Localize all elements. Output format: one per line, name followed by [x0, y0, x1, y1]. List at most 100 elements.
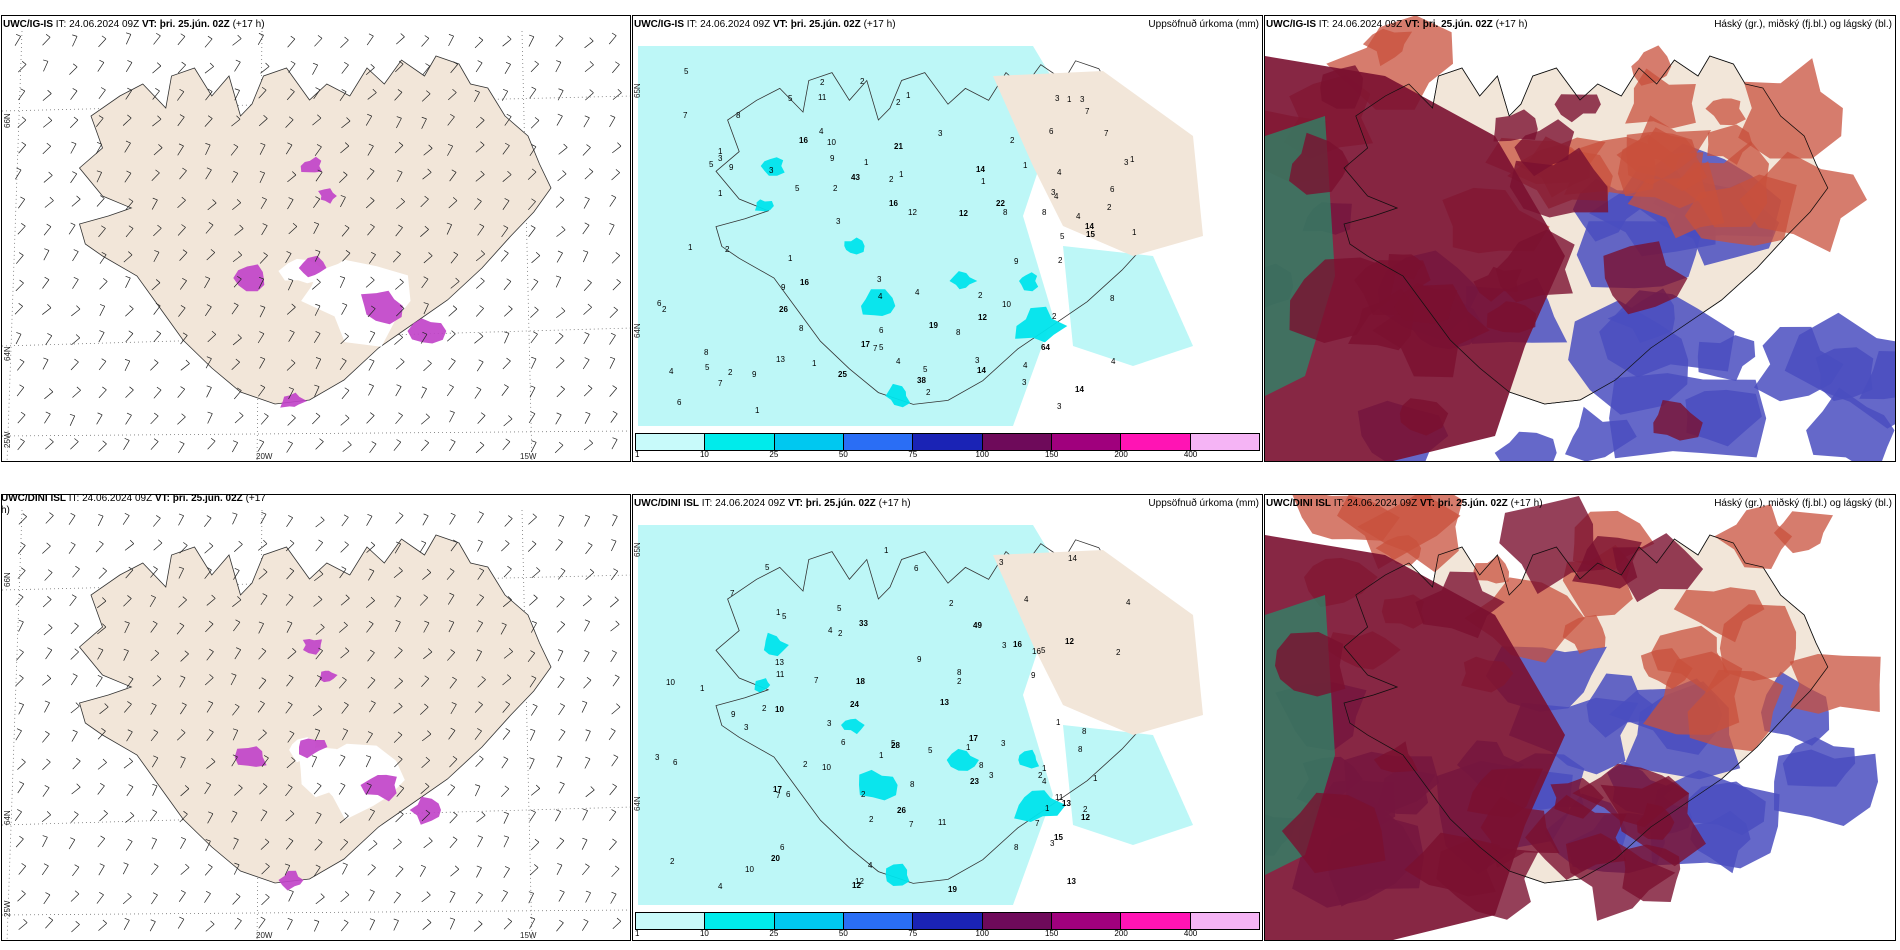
lat-label: 66N [3, 572, 12, 587]
colorbar-label: 100 [975, 450, 989, 459]
precip-value-high: 12 [959, 209, 968, 218]
precip-value: 1 [700, 684, 705, 693]
colorbar-swatch [843, 434, 914, 450]
panel-title: UWC/DINI ISL IT: 24.06.2024 09Z VT: þri.… [634, 498, 911, 509]
precip-value: 3 [827, 719, 832, 728]
precip-value: 3 [655, 753, 660, 762]
precip-map-panel-dini: UWC/DINI ISL IT: 24.06.2024 09Z VT: þri.… [632, 494, 1263, 941]
wind-map-panel-ig-is: UWC/IG-IS IT: 24.06.2024 09Z VT: þri. 25… [1, 15, 631, 462]
precip-value: 1 [688, 243, 693, 252]
colorbar-swatch [1190, 434, 1259, 450]
precip-value: 4 [1076, 212, 1081, 221]
colorbar-swatch [843, 913, 914, 929]
precip-value: 3 [1001, 739, 1006, 748]
colorbar-swatch [913, 913, 983, 929]
precip-value: 4 [1126, 598, 1131, 607]
precip-value-high: 38 [917, 376, 926, 385]
precip-value: 3 [1055, 94, 1060, 103]
precip-value: 2 [833, 184, 838, 193]
precip-value: 8 [1082, 727, 1087, 736]
precip-value: 11 [938, 818, 947, 827]
precip-value: 2 [762, 704, 767, 713]
precip-value: 2 [1010, 136, 1015, 145]
precip-value: 4 [915, 288, 920, 297]
precip-value: 5 [837, 604, 842, 613]
precip-value: 8 [1042, 208, 1047, 217]
cloud-map [1265, 16, 1895, 461]
colorbar-label: 400 [1183, 450, 1198, 459]
lat-label: 65N [633, 83, 642, 98]
precip-value: 1 [981, 177, 986, 186]
colorbar-label: 200 [1114, 929, 1128, 938]
precip-value-high: 16 [889, 199, 898, 208]
precip-value-high: 14 [1075, 385, 1084, 394]
colorbar-swatch [705, 913, 775, 929]
precip-value: 1 [966, 743, 971, 752]
precip-value: 9 [917, 655, 922, 664]
precip-value: 7 [683, 111, 688, 120]
precip-value-high: 12 [852, 881, 861, 890]
precip-values: 3451531486791052322418997865234423213112… [657, 67, 1137, 415]
precip-value: 10 [666, 678, 675, 687]
colorbar-label: 400 [1183, 929, 1198, 938]
colorbar-label: 10 [699, 450, 709, 459]
precip-value: 1 [1093, 774, 1098, 783]
precip-value: 6 [1110, 185, 1115, 194]
precip-value: 9 [1014, 257, 1019, 266]
precip-value: 5 [684, 67, 689, 76]
lat-label: 25W [3, 900, 12, 917]
panel-title: UWC/IG-IS IT: 24.06.2024 09Z VT: þri. 25… [3, 19, 265, 30]
lat-label: 66N [3, 113, 12, 128]
precip-value-high: 16 [1013, 640, 1022, 649]
precip-value: 4 [1023, 361, 1028, 370]
precip-value: 5 [788, 94, 793, 103]
lat-label: 64N [633, 323, 642, 338]
cloud-map [1265, 495, 1895, 940]
precip-value-high: 26 [779, 305, 788, 314]
precip-value: 5 [879, 343, 884, 352]
precip-value: 4 [1054, 192, 1059, 201]
precip-value-high: 16 [800, 278, 809, 287]
precip-field [638, 525, 1193, 905]
precip-value: 10 [1002, 300, 1011, 309]
precip-value: 6 [677, 398, 682, 407]
precip-value: 3 [1051, 188, 1056, 197]
colorbar-label: 1 [635, 929, 640, 938]
precip-value: 2 [926, 388, 931, 397]
precip-value: 9 [830, 154, 835, 163]
panel-right-title: Háský (gr.), miðský (fj.bl.) og lágský (… [1714, 19, 1892, 30]
precip-value: 4 [828, 626, 833, 635]
panel-right-title: Uppsöfnuð úrkoma (mm) [1148, 498, 1259, 509]
precip-value: 14 [1068, 554, 1077, 563]
precip-value: 10 [827, 138, 836, 147]
precip-value: 2 [889, 175, 894, 184]
precip-value-high: 15 [1086, 230, 1095, 239]
colorbar-label: 150 [1044, 929, 1059, 938]
colorbar-swatch [1121, 913, 1191, 929]
colorbar-swatch [1051, 434, 1122, 450]
lon-label: 20W [256, 931, 273, 940]
panel-right-title: Uppsöfnuð úrkoma (mm) [1148, 19, 1259, 30]
precip-value: 3 [938, 129, 943, 138]
precip-value: 2 [662, 305, 667, 314]
precip-value: 3 [1022, 378, 1027, 387]
precip-value: 1 [884, 546, 889, 555]
convection-areas [233, 156, 447, 408]
precip-value: 1 [879, 751, 884, 760]
colorbar-label: 25 [769, 450, 779, 459]
precip-value-high: 49 [973, 621, 982, 630]
precip-field [638, 46, 1193, 426]
colorbar: 1 10 25 50 75 100 150 200 400 [633, 433, 1262, 461]
precip-value: 2 [820, 78, 825, 87]
precip-value: 8 [1078, 745, 1083, 754]
precip-value: 1 [1056, 718, 1061, 727]
colorbar-label: 100 [975, 929, 989, 938]
lat-label: 25W [3, 431, 12, 448]
precip-value: 2 [1038, 771, 1043, 780]
precip-value: 2 [861, 790, 866, 799]
precip-value: 13 [775, 658, 784, 667]
precip-value: 1 [812, 359, 817, 368]
precip-value: 5 [928, 746, 933, 755]
